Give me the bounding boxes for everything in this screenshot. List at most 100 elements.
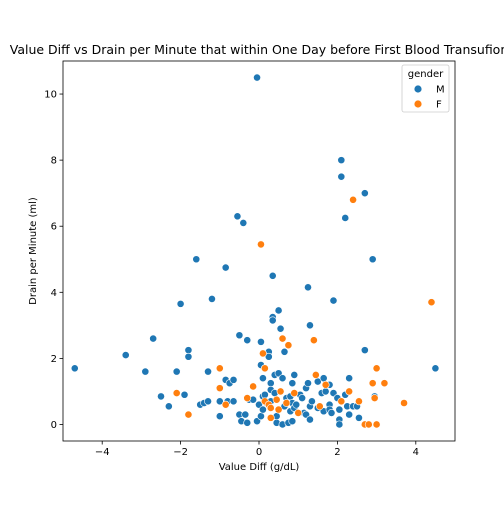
legend-label-m: M — [436, 85, 445, 96]
point-m — [184, 352, 193, 361]
point-m — [204, 397, 212, 406]
point-f — [370, 394, 379, 402]
point-m — [335, 405, 344, 414]
y-tick-label: 4 — [51, 288, 57, 299]
point-m — [431, 364, 440, 373]
y-axis-label: Drain per Minute (ml) — [28, 197, 39, 305]
y-tick-label: 2 — [51, 354, 57, 365]
point-m — [327, 409, 336, 417]
point-m — [184, 346, 193, 355]
point-m — [368, 255, 377, 264]
point-f — [266, 404, 275, 412]
point-m — [264, 352, 273, 361]
point-f — [368, 379, 377, 388]
point-m — [121, 351, 130, 359]
point-m — [329, 296, 338, 305]
point-m — [308, 397, 316, 406]
point-m — [306, 321, 314, 330]
point-f — [400, 399, 408, 407]
chart-title: Value Diff vs Drain per Minute that with… — [10, 42, 504, 57]
point-m — [341, 214, 350, 222]
point-m — [268, 271, 277, 280]
legend-box — [401, 64, 450, 113]
point-m — [321, 387, 330, 396]
point-f — [372, 364, 381, 373]
point-m — [257, 337, 265, 346]
legend-marker-m — [413, 84, 423, 94]
point-m — [243, 418, 252, 427]
legend-marker-f — [413, 99, 423, 109]
point-m — [235, 331, 244, 340]
x-tick-label: −2 — [173, 447, 188, 458]
point-m — [221, 263, 230, 272]
y-tick-label: 8 — [51, 156, 57, 167]
point-m — [288, 417, 297, 426]
point-m — [288, 379, 297, 388]
point-m — [345, 374, 354, 383]
point-m — [157, 392, 165, 401]
point-m — [274, 306, 283, 315]
point-m — [268, 316, 277, 325]
point-m — [259, 374, 267, 383]
point-m — [141, 367, 150, 376]
point-m — [259, 405, 267, 414]
point-m — [257, 412, 265, 421]
point-m — [304, 379, 312, 388]
point-f — [337, 397, 346, 406]
point-m — [241, 410, 250, 419]
point-m — [276, 324, 285, 333]
point-m — [280, 347, 289, 356]
point-m — [306, 415, 314, 424]
x-axis-label: Value Diff (g/dL) — [219, 462, 300, 473]
point-f — [272, 395, 281, 404]
point-f — [309, 336, 318, 345]
point-f — [215, 364, 224, 373]
point-m — [204, 367, 212, 376]
point-m — [260, 390, 269, 399]
ticks-layer: −4 −2 0 2 4 0 2 4 6 8 10 — [44, 90, 419, 458]
y-tick-label: 10 — [44, 90, 57, 101]
point-m — [292, 400, 301, 409]
point-m — [229, 397, 238, 406]
legend: gender M F — [401, 64, 450, 113]
point-m — [290, 371, 299, 379]
point-m — [192, 255, 201, 264]
point-m — [164, 402, 173, 411]
point-f — [257, 240, 265, 249]
x-tick-label: 4 — [413, 447, 419, 458]
point-f — [274, 405, 283, 414]
point-f — [184, 410, 193, 419]
points-layer — [70, 73, 440, 429]
point-f — [349, 195, 357, 204]
point-f — [260, 364, 269, 373]
point-f — [315, 402, 324, 411]
point-m — [319, 374, 328, 383]
point-f — [243, 394, 252, 402]
point-m — [266, 379, 275, 388]
point-m — [360, 189, 369, 198]
point-f — [284, 341, 293, 350]
point-m — [215, 397, 224, 406]
x-tick-label: −4 — [95, 447, 110, 458]
point-m — [345, 410, 354, 419]
point-m — [176, 299, 185, 308]
x-tick-label: 2 — [334, 447, 340, 458]
point-m — [278, 374, 287, 383]
point-m — [298, 394, 307, 402]
point-m — [243, 336, 252, 345]
point-m — [229, 375, 238, 384]
point-f — [172, 389, 181, 397]
point-f — [427, 298, 436, 307]
point-m — [355, 413, 363, 422]
point-m — [337, 156, 346, 165]
point-m — [208, 295, 216, 303]
point-f — [290, 389, 299, 397]
legend-title: gender — [408, 69, 444, 80]
point-m — [253, 73, 261, 82]
point-m — [233, 212, 242, 221]
point-m — [180, 390, 189, 399]
point-f — [276, 387, 285, 396]
point-m — [149, 334, 158, 343]
point-f — [215, 384, 224, 393]
